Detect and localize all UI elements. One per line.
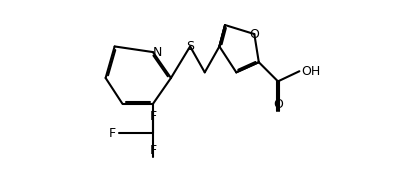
Text: F: F [149,144,156,157]
Text: S: S [186,40,194,53]
Text: F: F [108,127,116,140]
Text: O: O [272,98,282,111]
Text: N: N [152,46,162,59]
Text: OH: OH [301,65,320,78]
Text: F: F [149,109,156,122]
Text: O: O [249,27,259,41]
